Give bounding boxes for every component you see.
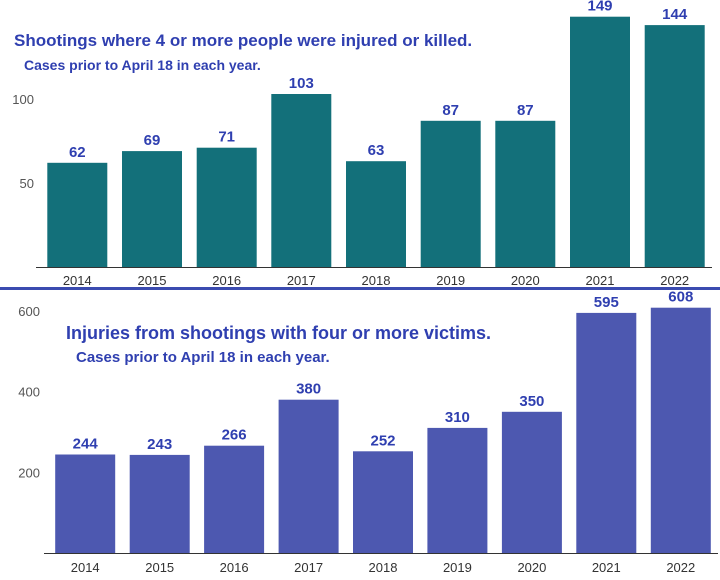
chart2-x-tick-label: 2021: [592, 560, 621, 575]
chart2-data-label: 244: [73, 436, 99, 453]
chart1-bar: [570, 16, 630, 268]
chart2-data-label: 310: [445, 409, 470, 426]
chart2-x-tick-label: 2019: [443, 560, 472, 575]
chart2-data-label: 266: [222, 427, 247, 444]
chart2-x-tick-label: 2015: [145, 560, 174, 575]
chart1-bar: [420, 120, 481, 267]
chart2-x-tick-label: 2020: [517, 560, 546, 575]
chart1-data-label: 87: [517, 102, 534, 119]
chart2-x-tick-label: 2018: [369, 560, 398, 575]
chart1-x-tick-label: 2019: [436, 273, 465, 288]
chart2-data-label: 243: [147, 436, 172, 453]
chart1-bar: [196, 147, 257, 267]
panel-divider: [0, 287, 720, 290]
chart2-x-tick-label: 2017: [294, 560, 323, 575]
chart1-data-label: 144: [662, 6, 688, 23]
chart1-bar: [346, 161, 406, 267]
chart1-x-tick-label: 2014: [63, 273, 92, 288]
chart2-data-label: 380: [296, 381, 321, 398]
chart2-y-tick-label: 200: [18, 465, 40, 480]
chart1-bar: [271, 94, 332, 267]
chart2-x-tick-label: 2022: [666, 560, 695, 575]
chart2-bar: [55, 454, 116, 553]
chart1-data-label: 149: [587, 0, 612, 15]
chart1-data-label: 63: [368, 142, 385, 159]
chart1-data-label: 87: [442, 102, 459, 119]
chart1-y-tick-label: 100: [12, 92, 34, 107]
chart1-data-label: 71: [218, 129, 235, 146]
chart1-x-tick-label: 2018: [362, 273, 391, 288]
chart2-data-label: 350: [519, 393, 544, 410]
chart1-title: Shootings where 4 or more people were in…: [14, 31, 472, 50]
chart2-y-tick-label: 400: [18, 385, 40, 400]
chart2-data-label: 608: [668, 289, 693, 306]
chart1-x-tick-label: 2016: [212, 273, 241, 288]
chart2-x-tick-label: 2014: [71, 560, 100, 575]
chart2-x-tick-label: 2016: [220, 560, 249, 575]
chart2-data-label: 252: [370, 432, 395, 449]
chart1-bar: [122, 151, 182, 267]
chart1-bar: [495, 120, 556, 267]
chart2-bar: [427, 427, 488, 553]
chart1-x-tick-label: 2020: [511, 273, 540, 288]
chart1-data-label: 103: [289, 75, 314, 92]
chart2-y-tick-label: 600: [18, 304, 40, 319]
chart1-bar: [644, 25, 705, 267]
chart1-x-tick-label: 2022: [660, 273, 689, 288]
chart2-bar: [129, 454, 190, 553]
chart2-bar: [576, 312, 637, 553]
chart1-data-label: 62: [69, 144, 86, 161]
chart1-x-tick-label: 2017: [287, 273, 316, 288]
chart2-title: Injuries from shootings with four or mor…: [66, 323, 491, 343]
chart1-x-tick-label: 2015: [138, 273, 167, 288]
chart1-bar: [47, 162, 108, 267]
chart2-bar: [353, 451, 413, 553]
chart1-data-label: 69: [144, 132, 161, 149]
chart2-data-label: 595: [594, 294, 619, 311]
chart1-x-tick-label: 2021: [586, 273, 615, 288]
chart2-bar: [204, 445, 265, 553]
chart2-bar: [650, 307, 711, 553]
chart1-subtitle: Cases prior to April 18 in each year.: [24, 57, 261, 73]
chart1-y-tick-label: 50: [20, 176, 34, 191]
chart2-subtitle: Cases prior to April 18 in each year.: [76, 349, 330, 366]
chart2-bar: [501, 411, 562, 553]
chart2-bar: [278, 399, 339, 553]
